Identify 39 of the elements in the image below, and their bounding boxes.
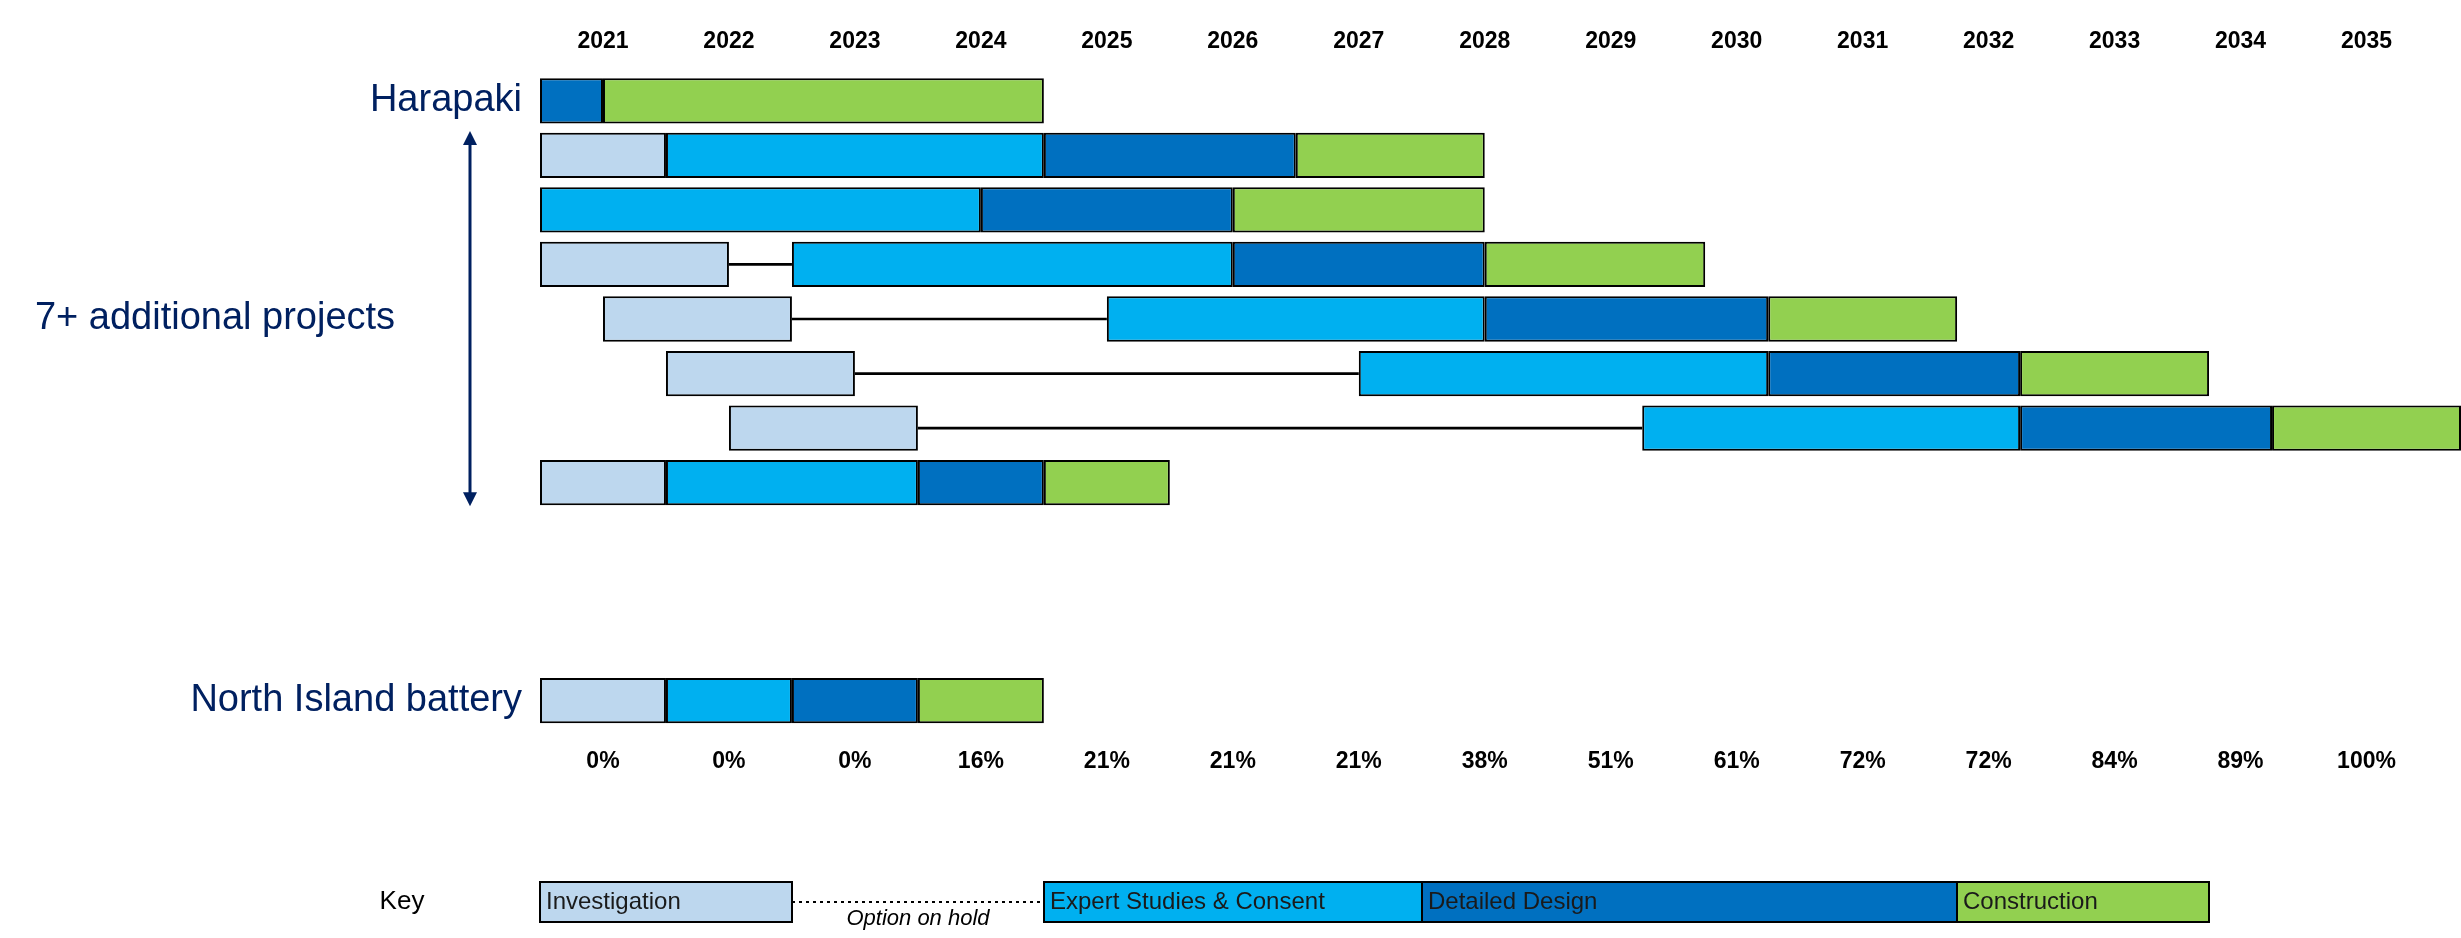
- x-tick-label: 2035: [2340, 27, 2393, 54]
- text: 38%: [1461, 747, 1508, 774]
- x-tick-label: 2029: [1585, 27, 1637, 54]
- x-tick-label: 2022: [703, 27, 755, 54]
- legend-title: Key: [379, 885, 425, 916]
- x-tick-label: 2032: [1963, 27, 2015, 54]
- text: 100%: [2337, 747, 2396, 774]
- x-tick-label: 2021: [577, 27, 629, 54]
- text: 21%: [1209, 747, 1256, 774]
- y-tick-label: Harapaki: [369, 77, 522, 120]
- x-tick-label: 2025: [1081, 27, 1133, 54]
- text: 7+ additional projects: [34, 295, 396, 338]
- text: 0%: [586, 747, 620, 774]
- text: 21%: [1083, 747, 1130, 774]
- text: Expert Studies & Consent: [1050, 886, 1326, 914]
- text: 61%: [1713, 747, 1760, 774]
- x-tick-label: 2033: [2089, 27, 2141, 54]
- x-tick-label: 2034: [2214, 27, 2267, 54]
- text: 72%: [1965, 747, 2012, 774]
- text: 72%: [1839, 747, 1886, 774]
- text: 89%: [2217, 747, 2264, 774]
- x-tick-label: 2023: [829, 27, 881, 54]
- text: 84%: [2091, 747, 2138, 774]
- text: Option on hold: [846, 905, 991, 931]
- text: 51%: [1587, 747, 1634, 774]
- x-tick-label: 2030: [1711, 27, 1763, 54]
- x-tick-label: 2028: [1459, 27, 1511, 54]
- text: 16%: [957, 747, 1004, 774]
- x-tick-label: 2024: [955, 27, 1007, 54]
- x-tick-label: 2026: [1207, 27, 1259, 54]
- text: Construction: [1963, 886, 2098, 914]
- y-tick-label: North Island battery: [190, 677, 522, 720]
- text: Investigation: [546, 886, 681, 914]
- x-tick-label: 2031: [1837, 27, 1889, 54]
- x-tick-label: 2027: [1333, 27, 1385, 54]
- text: 0%: [838, 747, 872, 774]
- text: 21%: [1335, 747, 1382, 774]
- text: 0%: [712, 747, 746, 774]
- text: Detailed Design: [1428, 886, 1598, 914]
